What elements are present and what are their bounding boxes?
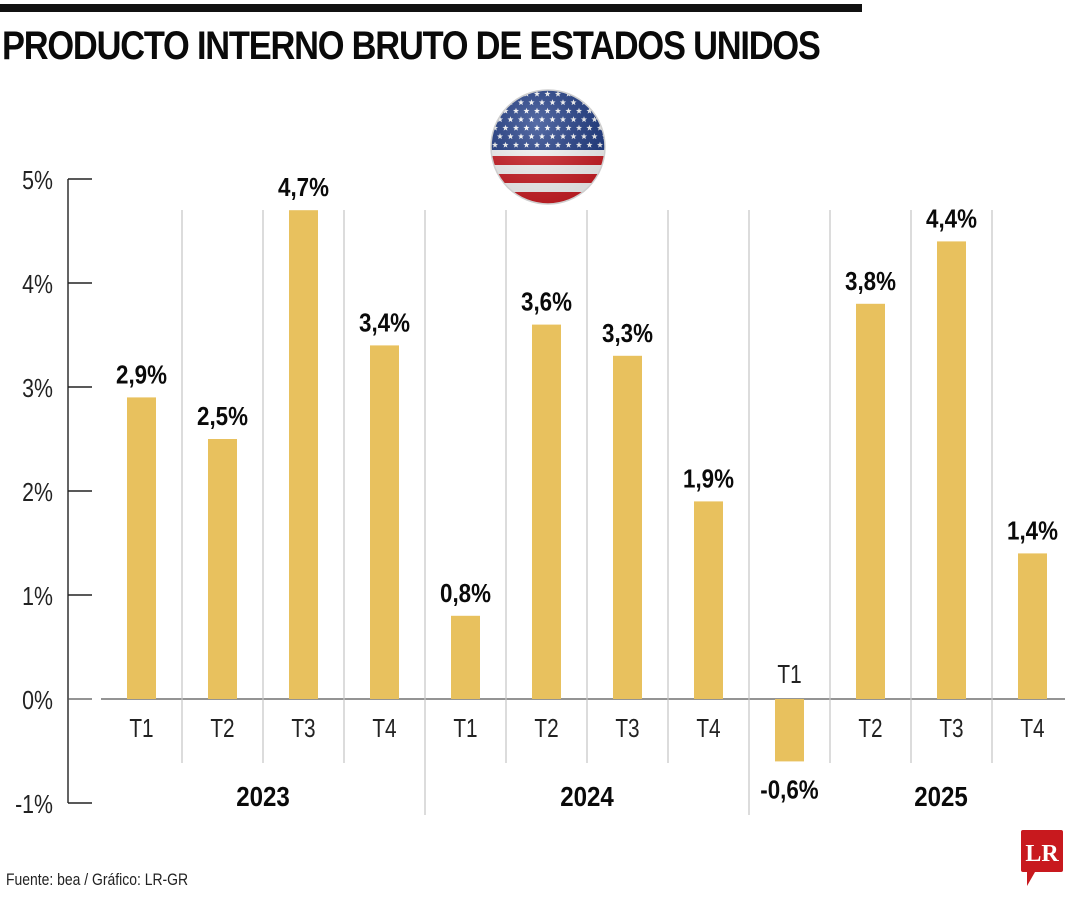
y-tick-label: 0% bbox=[22, 686, 53, 716]
value-label: 3,4% bbox=[359, 309, 410, 338]
category-label: T2 bbox=[534, 714, 558, 743]
labels: 2,9% T1 2,5% T2 4,7% T3 3,4% T4 0,8% T1 3,6% T2 3,3%… bbox=[116, 174, 1058, 813]
y-tick-label: 2% bbox=[22, 478, 53, 508]
category-label: T2 bbox=[858, 714, 882, 743]
value-label: 0,8% bbox=[440, 579, 491, 608]
us-flag-icon bbox=[490, 89, 606, 205]
category-label: T1 bbox=[129, 714, 153, 743]
bar bbox=[1018, 553, 1047, 699]
bar bbox=[289, 210, 318, 699]
value-label: 2,5% bbox=[197, 402, 248, 431]
bar bbox=[775, 699, 804, 762]
bar bbox=[856, 303, 885, 699]
category-label: T3 bbox=[939, 714, 963, 743]
bar bbox=[532, 324, 561, 699]
category-label: T1 bbox=[777, 660, 801, 689]
year-label: 2025 bbox=[914, 780, 968, 812]
bars bbox=[127, 210, 1047, 762]
value-label: 3,3% bbox=[602, 319, 653, 348]
bar bbox=[370, 345, 399, 699]
bar bbox=[937, 241, 966, 699]
top-rule bbox=[0, 4, 862, 12]
y-tick-label: 5% bbox=[22, 166, 53, 196]
bar bbox=[613, 355, 642, 699]
y-tick-label: 3% bbox=[22, 374, 53, 404]
value-label: 1,9% bbox=[683, 465, 734, 494]
value-label: 2,9% bbox=[116, 361, 167, 390]
value-label: -0,6% bbox=[760, 776, 818, 805]
source-note: Fuente: bea / Gráfico: LR-GR bbox=[6, 870, 189, 889]
category-label: T4 bbox=[372, 714, 396, 743]
quarter-separators bbox=[181, 210, 993, 815]
y-tick-label: 1% bbox=[22, 582, 53, 612]
value-label: 4,4% bbox=[926, 205, 977, 234]
y-tick-label: -1% bbox=[15, 790, 53, 820]
logo-text: LR bbox=[1025, 841, 1059, 867]
bar bbox=[694, 501, 723, 699]
category-label: T3 bbox=[291, 714, 315, 743]
value-label: 1,4% bbox=[1007, 517, 1058, 546]
value-label: 3,8% bbox=[845, 267, 896, 296]
value-label: 4,7% bbox=[278, 174, 329, 203]
lr-logo-icon: LR bbox=[1021, 830, 1063, 886]
bar bbox=[451, 615, 480, 699]
year-label: 2024 bbox=[560, 780, 614, 812]
value-label: 3,6% bbox=[521, 288, 572, 317]
category-label: T3 bbox=[615, 714, 639, 743]
year-label: 2023 bbox=[236, 780, 290, 812]
y-tick-label: 4% bbox=[22, 270, 53, 300]
bar bbox=[208, 439, 237, 699]
y-axis: 5% 4% 3% 2% 1% 0% -1% bbox=[15, 166, 1065, 820]
chart-title: PRODUCTO INTERNO BRUTO DE ESTADOS UNIDOS bbox=[2, 24, 821, 68]
category-label: T4 bbox=[1020, 714, 1044, 743]
bar bbox=[127, 397, 156, 699]
category-label: T4 bbox=[696, 714, 720, 743]
category-label: T2 bbox=[210, 714, 234, 743]
category-label: T1 bbox=[453, 714, 477, 743]
